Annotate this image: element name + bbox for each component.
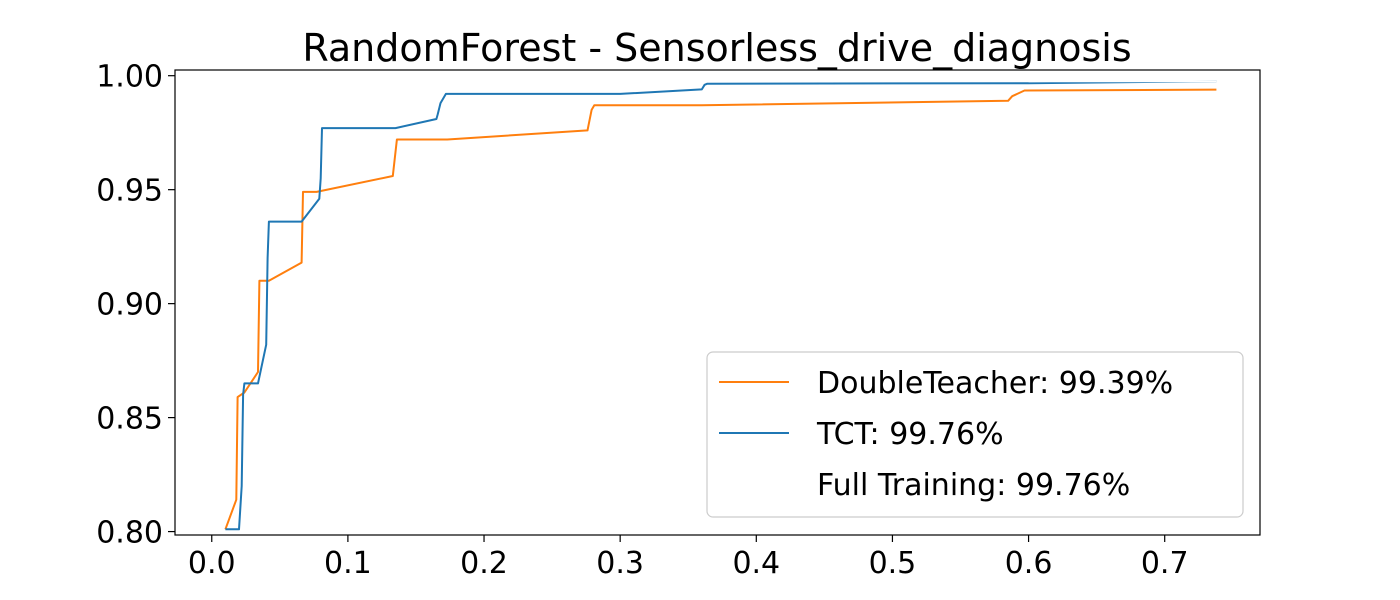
legend-label-0: DoubleTeacher: 99.39% (817, 366, 1173, 401)
plot-frame (174, 69, 1261, 536)
x-tick-label: 0.7 (1141, 546, 1189, 581)
x-tick-label: 0.4 (732, 546, 780, 581)
series-line-0 (224, 88, 1217, 530)
x-tick-label: 0.1 (324, 546, 372, 581)
y-tick-label: 0.90 (96, 288, 163, 323)
plot-lines (224, 80, 1217, 531)
legend-label-2: Full Training: 99.76% (817, 468, 1130, 503)
y-axis: 0.80 0.85 0.90 0.95 1.00 (96, 60, 175, 551)
y-tick-label: 1.00 (96, 60, 163, 95)
legend: DoubleTeacher: 99.39% TCT: 99.76% Full Tra… (706, 351, 1244, 518)
legend-box (706, 351, 1244, 518)
x-tick-label: 0.5 (869, 546, 917, 581)
x-tick-label: 0.2 (460, 546, 508, 581)
series-line-1 (225, 80, 1217, 531)
y-tick-label: 0.95 (96, 174, 163, 209)
x-tick-label: 0.0 (188, 546, 236, 581)
x-tick-label: 0.3 (596, 546, 644, 581)
chart-title: RandomForest - Sensorless_drive_diagnosi… (302, 26, 1131, 70)
x-axis: 0.0 0.1 0.2 0.3 0.4 0.5 0.6 0.7 (188, 535, 1189, 581)
x-tick-label: 0.6 (1005, 546, 1053, 581)
legend-label-1: TCT: 99.76% (816, 417, 1004, 452)
y-tick-label: 0.85 (96, 402, 163, 437)
y-tick-label: 0.80 (96, 516, 163, 551)
